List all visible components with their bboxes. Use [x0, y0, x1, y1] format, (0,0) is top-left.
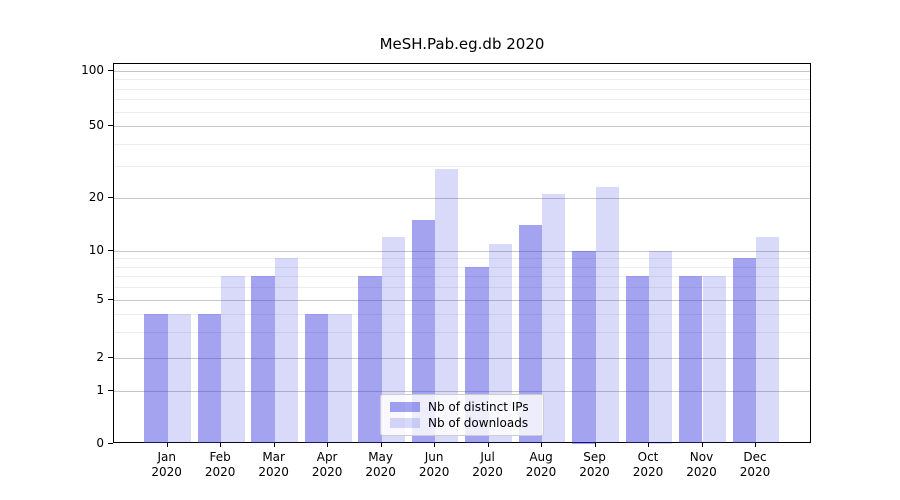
xtick-mark-apr	[327, 443, 329, 447]
bar-nb-of-downloads-oct	[649, 251, 673, 444]
legend: Nb of distinct IPs Nb of downloads	[380, 394, 544, 436]
bar-nb-of-distinct-ips-feb	[197, 314, 222, 444]
bar-nb-of-distinct-ips-oct	[625, 276, 649, 444]
xtick-label-oct: Oct 2020	[632, 450, 664, 479]
xtick-label-jul: Jul 2020	[472, 450, 503, 479]
ytick-mark-5	[108, 299, 113, 301]
xtick-mark-may	[380, 443, 382, 447]
ytick-label-0: 0	[96, 435, 104, 450]
bar-nb-of-downloads-sep	[595, 187, 619, 444]
gridline-minor-6	[114, 287, 810, 289]
xtick-label-dec: Dec 2020	[739, 450, 771, 479]
xtick-label-feb: Feb 2020	[204, 450, 236, 479]
bar-nb-of-downloads-may	[381, 237, 405, 444]
xtick-label-aug: Aug 2020	[525, 450, 557, 479]
xtick-label-apr: Apr 2020	[311, 450, 343, 479]
xtick-mark-sep	[594, 443, 596, 447]
gridline-minor-40	[114, 143, 810, 145]
gridline-minor-3	[114, 332, 810, 334]
bar-nb-of-distinct-ips-may	[358, 276, 382, 444]
xtick-mark-mar	[273, 443, 275, 447]
gridline-minor-8	[114, 266, 810, 268]
xtick-mark-feb	[220, 443, 222, 447]
bar-nb-of-downloads-jun	[435, 168, 459, 444]
bar-nb-of-downloads-apr	[328, 314, 352, 444]
gridline-minor-70	[114, 99, 810, 101]
xtick-label-jan: Jan 2020	[151, 450, 182, 479]
ytick-label-1: 1	[96, 383, 104, 397]
plot-area	[113, 63, 811, 444]
gridline-major-2	[114, 358, 810, 359]
xtick-mark-jun	[434, 443, 436, 447]
gridline-minor-30	[114, 166, 810, 168]
bar-nb-of-distinct-ips-aug	[518, 225, 543, 444]
ytick-mark-10	[108, 250, 113, 251]
xtick-label-jun: Jun 2020	[418, 450, 450, 479]
ytick-mark-100	[108, 70, 113, 71]
legend-row-downloads: Nb of downloads	[390, 415, 534, 431]
bar-nb-of-downloads-jul	[488, 243, 512, 444]
gridline-major-50	[114, 126, 810, 127]
bar-nb-of-downloads-nov	[702, 276, 726, 444]
ytick-mark-0	[108, 442, 113, 444]
bar-nb-of-distinct-ips-sep	[572, 251, 596, 444]
gridline-major-1	[114, 391, 810, 392]
ytick-mark-2	[108, 357, 113, 358]
legend-swatch-distinct-ips	[390, 402, 420, 412]
xtick-mark-jan	[166, 443, 168, 447]
gridline-minor-4	[114, 314, 810, 316]
ytick-mark-20	[108, 197, 113, 198]
xtick-label-mar: Mar 2020	[258, 450, 289, 479]
xtick-mark-aug	[541, 443, 543, 447]
gridline-major-100	[114, 71, 810, 72]
xtick-label-nov: Nov 2020	[686, 450, 717, 479]
gridline-minor-7	[114, 276, 810, 278]
gridline-minor-90	[114, 79, 810, 81]
ytick-label-50: 50	[88, 118, 104, 132]
legend-swatch-downloads	[390, 418, 420, 428]
bar-nb-of-distinct-ips-mar	[251, 276, 275, 444]
bar-nb-of-distinct-ips-nov	[679, 276, 703, 444]
ytick-mark-1	[108, 390, 113, 391]
gridline-minor-80	[114, 88, 810, 90]
bar-nb-of-downloads-mar	[274, 258, 299, 444]
xtick-mark-oct	[648, 443, 650, 447]
legend-label-downloads: Nb of downloads	[428, 416, 529, 430]
bar-nb-of-downloads-feb	[221, 276, 245, 444]
bar-nb-of-distinct-ips-apr	[304, 314, 329, 444]
ytick-label-2: 2	[96, 350, 104, 364]
xtick-mark-nov	[701, 443, 703, 447]
bar-nb-of-downloads-jan	[167, 314, 192, 444]
gridline-major-10	[114, 251, 810, 252]
ytick-mark-50	[108, 125, 113, 126]
chart-title: MeSH.Pab.eg.db 2020	[379, 35, 545, 53]
ytick-label-100: 100	[81, 63, 104, 77]
bar-nb-of-downloads-aug	[542, 194, 566, 444]
gridline-minor-60	[114, 111, 810, 113]
ytick-label-5: 5	[96, 292, 104, 307]
gridline-major-5	[114, 300, 810, 302]
xtick-label-sep: Sep 2020	[579, 450, 610, 479]
bar-nb-of-distinct-ips-jun	[411, 219, 436, 444]
bar-nb-of-downloads-dec	[755, 237, 780, 444]
ytick-label-10: 10	[88, 243, 104, 257]
legend-label-distinct-ips: Nb of distinct IPs	[428, 400, 529, 414]
bar-nb-of-distinct-ips-jan	[144, 314, 168, 444]
legend-row-distinct-ips: Nb of distinct IPs	[390, 399, 534, 415]
gridline-major-20	[114, 198, 810, 199]
xtick-mark-dec	[754, 443, 756, 447]
xtick-mark-jul	[487, 443, 489, 447]
ytick-label-20: 20	[88, 190, 104, 204]
bar-nb-of-distinct-ips-dec	[732, 258, 756, 444]
xtick-label-may: May 2020	[365, 450, 396, 479]
gridline-minor-9	[114, 258, 810, 260]
